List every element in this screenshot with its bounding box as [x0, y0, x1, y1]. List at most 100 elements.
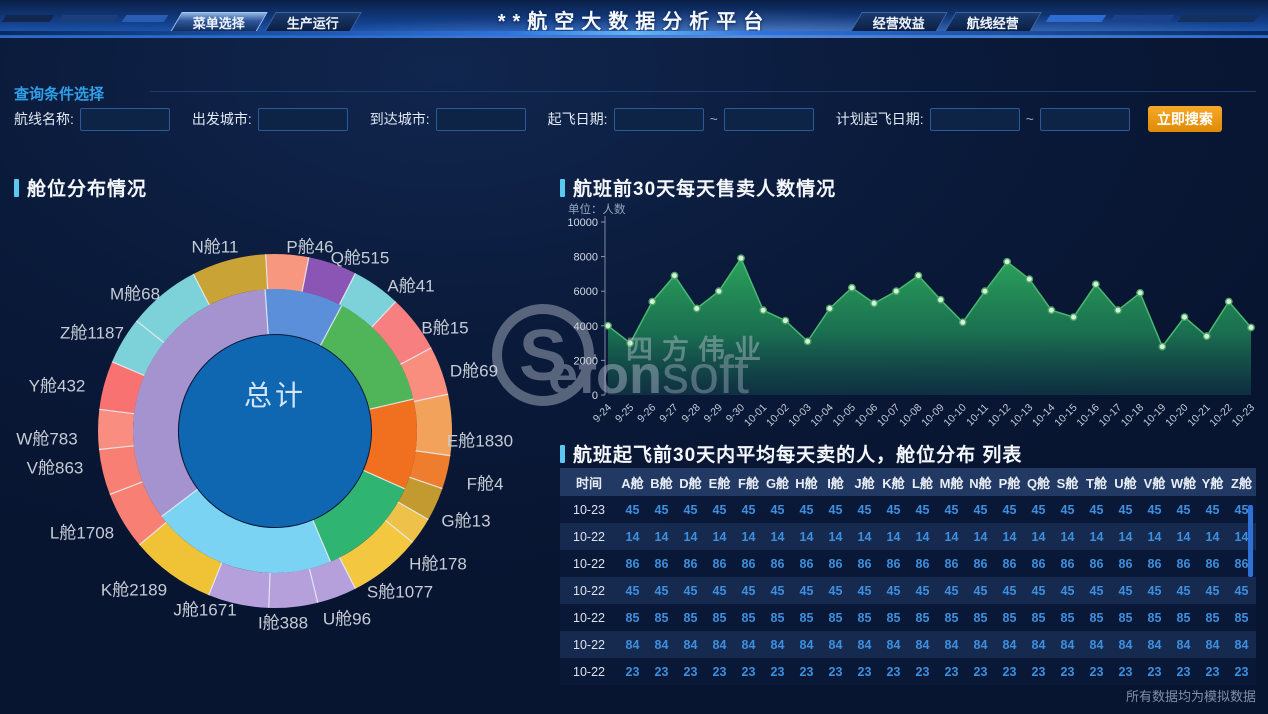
sunburst-segment: [265, 253, 309, 292]
table-row: 10-22 45 45 45 45 45 45 45 45 45 45 45 45 45 45 45 45 45 4…: [560, 577, 1256, 604]
table-header-cell: Y舱: [1201, 475, 1224, 491]
table-cell: 85: [1118, 610, 1133, 625]
x-tick-label: 10-02: [764, 402, 792, 430]
table-header-cell: U舱: [1114, 475, 1137, 491]
data-point: [1224, 297, 1233, 306]
table-cell: 86: [828, 556, 843, 571]
table-cell: 45: [770, 502, 785, 517]
table-cell: 45: [625, 583, 640, 598]
table-cell: 86: [1234, 556, 1249, 571]
takeoff-date-end-input[interactable]: [723, 107, 814, 131]
table-cell: 23: [1234, 664, 1249, 679]
segment-divider: [397, 501, 429, 521]
arrive-city-input[interactable]: [435, 107, 526, 131]
table-cell: 84: [683, 637, 698, 652]
table-cell: 45: [712, 583, 727, 598]
table-header-cell: E舱: [708, 475, 731, 491]
table-cell-time: 10-23: [573, 502, 605, 517]
area-fill: [608, 258, 1251, 395]
sunburst-segment: [409, 450, 451, 489]
sunburst-label-S舱: S舱1077: [366, 582, 434, 602]
tab-left-1[interactable]: 生产运行: [264, 12, 362, 32]
table-cell: 85: [654, 610, 669, 625]
table-cell: 84: [1089, 637, 1104, 652]
sunburst-segment: [109, 481, 167, 545]
x-tick-label: 10-13: [1008, 402, 1036, 430]
table-cell: 23: [712, 664, 727, 679]
table-cell: 85: [799, 610, 814, 625]
table-cell: 85: [1060, 610, 1075, 625]
search-button[interactable]: 立即搜索: [1147, 106, 1222, 132]
x-tick-label: 10-20: [1163, 402, 1191, 430]
table-cell: 45: [799, 502, 814, 517]
table-cell: 45: [944, 502, 959, 517]
table-cell: 84: [1234, 637, 1249, 652]
table-cell: 85: [828, 610, 843, 625]
watermark-en-text: efonsoft: [548, 345, 750, 405]
data-point: [1180, 313, 1189, 322]
table-cell: 86: [712, 556, 727, 571]
table-cell: 86: [683, 556, 698, 571]
route-name-input[interactable]: [79, 107, 170, 131]
tab-left-0[interactable]: 菜单选择: [170, 12, 268, 32]
data-point: [781, 316, 790, 325]
sunburst-segment: [193, 254, 268, 305]
table-cell: 84: [1002, 637, 1017, 652]
x-tick-label: 10-08: [897, 402, 925, 430]
depart-city-input[interactable]: [257, 107, 348, 131]
table-cell: 85: [1089, 610, 1104, 625]
table-cell: 84: [857, 637, 872, 652]
header-glow-divider: [0, 31, 1268, 35]
x-tick-label: 9-29: [702, 402, 725, 425]
sunburst-segment: [98, 409, 135, 450]
y-axis-unit-label: 单位：人数: [568, 204, 626, 216]
table-row: 10-22 23 23 23 23 23 23 23 23 23 23 23 23 23 23 23 23 23 2…: [560, 658, 1256, 685]
plan-takeoff-date-end-input[interactable]: [1039, 107, 1130, 131]
sunburst-segment: [398, 477, 443, 520]
segment-divider: [161, 488, 198, 517]
table-header-cell: F舱: [738, 475, 759, 491]
table-cell: 23: [770, 664, 785, 679]
table-cell: 14: [712, 529, 727, 544]
sunburst-segment: [139, 522, 222, 596]
plan-takeoff-date-start-input[interactable]: [929, 107, 1020, 131]
table-cell: 23: [1118, 664, 1133, 679]
segment-divider: [192, 273, 210, 306]
table-cell: 84: [1176, 637, 1191, 652]
table-cell: 86: [770, 556, 785, 571]
cabin-sales-table[interactable]: 时间 A舱 B舱 D舱 E舱 F舱 G舱 H舱 I舱 J舱 K舱 L舱 M舱 N舱 P舱 Q舱 S舱 T舱 U舱 V舱…: [560, 468, 1256, 685]
x-tick-label: 10-23: [1230, 402, 1258, 430]
sunburst-label-L舱: L舱1708: [49, 523, 115, 543]
table-scrollbar-thumb[interactable]: [1248, 505, 1253, 577]
data-point: [648, 297, 657, 306]
table-cell: 85: [944, 610, 959, 625]
table-cell: 14: [654, 529, 669, 544]
takeoff-date-start-input[interactable]: [613, 107, 704, 131]
tab-right-0[interactable]: 经营效益: [850, 12, 948, 32]
title-accent-bar: [560, 444, 565, 463]
sunburst-inner-segment: [363, 399, 418, 489]
table-cell: 85: [1176, 610, 1191, 625]
sunburst-segment: [302, 257, 356, 305]
table-cell: 14: [799, 529, 814, 544]
table-cell: 84: [1147, 637, 1162, 652]
table-cell: 85: [1147, 610, 1162, 625]
sunburst-label-Z舱: Z舱1187: [60, 323, 124, 343]
table-cell: 23: [915, 664, 930, 679]
data-point: [958, 318, 967, 327]
table-header-cell: S舱: [1056, 475, 1079, 491]
table-cell: 45: [886, 583, 901, 598]
table-header-cell: B舱: [650, 475, 673, 491]
sunburst-label-J舱: J舱1671: [173, 600, 237, 620]
segment-divider: [265, 254, 269, 290]
table-cell: 45: [1118, 583, 1133, 598]
sunburst-label-K舱: K舱2189: [100, 580, 168, 600]
deco-bar: [121, 15, 169, 22]
tab-right-1[interactable]: 航线经营: [944, 12, 1042, 32]
data-point: [1202, 332, 1211, 341]
data-point: [825, 304, 834, 313]
table-cell: 14: [857, 529, 872, 544]
tab-label: 菜单选择: [192, 15, 245, 31]
table-cell: 23: [654, 664, 669, 679]
